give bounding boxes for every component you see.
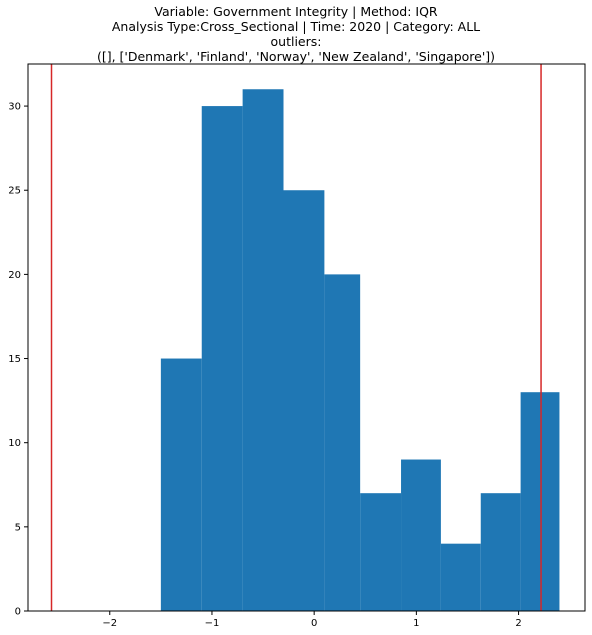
y-tick-label: 15 — [8, 354, 21, 365]
histogram-bar-5 — [324, 274, 361, 611]
title-line-3: outliers: — [270, 34, 322, 49]
title-line-1: Variable: Government Integrity | Method:… — [154, 4, 438, 19]
histogram-bar-9 — [480, 493, 521, 611]
histogram-bar-7 — [401, 459, 441, 611]
bars-group — [160, 89, 560, 612]
y-tick-label: 10 — [8, 438, 21, 449]
x-tick-label: 1 — [413, 618, 419, 629]
histogram-bar-3 — [242, 89, 284, 611]
histogram-bar-6 — [360, 493, 402, 611]
title-line-2: Analysis Type:Cross_Sectional | Time: 20… — [111, 19, 481, 34]
x-tick-label: 0 — [311, 618, 317, 629]
title-line-4: ([], ['Denmark', 'Finland', 'Norway', 'N… — [96, 49, 496, 64]
histogram-bar-2 — [201, 106, 243, 612]
y-tick-label: 30 — [8, 102, 21, 113]
y-tick-label: 0 — [15, 607, 21, 618]
x-axis: −2 −1 0 1 2 — [102, 611, 522, 629]
y-tick-label: 20 — [8, 270, 21, 281]
y-tick-label: 25 — [8, 186, 21, 197]
histogram-bar-10 — [520, 392, 560, 611]
outlier-threshold-lines — [50, 64, 542, 611]
x-tick-label: 2 — [515, 618, 521, 629]
histogram-bar-8 — [440, 543, 481, 611]
x-tick-label: −2 — [102, 618, 117, 629]
y-tick-label: 5 — [15, 522, 21, 533]
plot-frame — [27, 63, 586, 612]
y-axis: 0 5 10 15 20 25 30 — [8, 102, 28, 618]
x-tick-label: −1 — [205, 618, 220, 629]
chart-title: Variable: Government Integrity | Method:… — [0, 4, 592, 64]
histogram-bar-4 — [283, 190, 325, 611]
histogram-bar-1 — [160, 358, 202, 611]
